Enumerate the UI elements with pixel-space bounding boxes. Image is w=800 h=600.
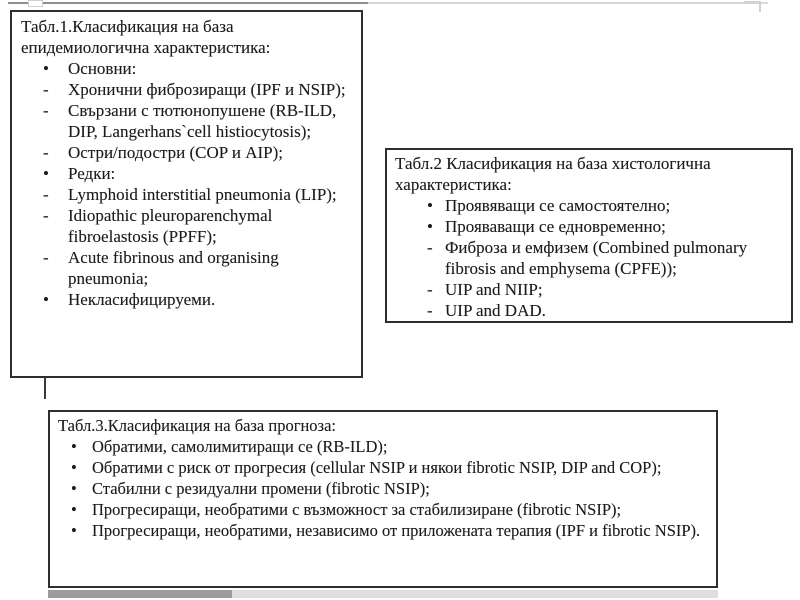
bullet-marker: - <box>427 301 433 320</box>
list-item: - UIP and DAD. <box>395 300 785 321</box>
list-item-text: Прогресиращи, необратими с възможност за… <box>92 500 622 519</box>
list-item: • Обратими с риск от прогресия (cellular… <box>58 457 708 478</box>
bullet-marker: - <box>427 238 433 257</box>
list-item: - Lymphoid interstitial pneumonia (LIP); <box>21 184 355 205</box>
list-item: • Прогресиращи, необратими, независимо о… <box>58 520 708 541</box>
table2-box: Табл.2 Класификация на база хистологична… <box>385 148 793 323</box>
bullet-marker: - <box>43 248 49 267</box>
list-item-text: Фиброза и емфизем (Combined pulmonary fi… <box>445 238 748 278</box>
list-item: • Редки: <box>21 163 355 184</box>
bullet-marker: • <box>71 500 77 519</box>
bullet-marker: • <box>43 59 49 78</box>
list-item-text: Обратими, самолимитиращи се (RB-ILD); <box>92 437 388 456</box>
bullet-marker: - <box>43 185 49 204</box>
list-item: • Проявяващи се самостоятелно; <box>395 195 785 216</box>
list-item-text: Хронични фиброзиращи (IPF и NSIP); <box>68 80 346 99</box>
list-item: • Стабилни с резидуални промени (fibroti… <box>58 478 708 499</box>
scan-artifact-top-line-light <box>368 2 768 4</box>
bullet-marker: • <box>427 196 433 215</box>
list-item: • Основни: <box>21 58 355 79</box>
list-item-text: Стабилни с резидуални промени (fibrotic … <box>92 479 430 498</box>
list-item: - UIP and NIIP; <box>395 279 785 300</box>
list-item-text: UIP and NIIP; <box>445 280 543 299</box>
list-item: • Некласифицируеми. <box>21 289 355 310</box>
table1-title: Табл.1.Класификация на база епидемиологи… <box>21 17 271 57</box>
scan-artifact-top-line-dark <box>8 2 368 4</box>
bullet-marker: • <box>71 437 77 456</box>
table3-list: • Обратими, самолимитиращи се (RB-ILD); … <box>58 436 708 541</box>
list-item: • Обратими, самолимитиращи се (RB-ILD); <box>58 436 708 457</box>
table3-box: Табл.3.Класификация на база прогноза: • … <box>48 410 718 588</box>
list-item: - Acute fibrinous and organising pneumon… <box>21 247 355 289</box>
table2-title: Табл.2 Класификация на база хистологична… <box>395 154 711 194</box>
list-item-text: Проявяващи се самостоятелно; <box>445 196 671 215</box>
list-item: - Свързани с тютюнопушене (RB-ILD, DIP, … <box>21 100 355 142</box>
list-item: - Хронични фиброзиращи (IPF и NSIP); <box>21 79 355 100</box>
list-item: - Idiopathic pleuroparenchymal fibroelas… <box>21 205 355 247</box>
bullet-marker: • <box>71 521 77 540</box>
list-item-text: Редки: <box>68 164 116 183</box>
list-item-text: Свързани с тютюнопушене (RB-ILD, DIP, La… <box>68 101 337 141</box>
scan-artifact-small-rect <box>28 0 43 7</box>
list-item: • Прояваващи се едновременно; <box>395 216 785 237</box>
list-item-text: Lymphoid interstitial pneumonia (LIP); <box>68 185 337 204</box>
bullet-marker: • <box>71 479 77 498</box>
bullet-marker: - <box>427 280 433 299</box>
scan-artifact-bottom-strip-dark <box>48 590 232 598</box>
table1-box: Табл.1.Класификация на база епидемиологи… <box>10 10 363 378</box>
bullet-marker: • <box>43 290 49 309</box>
bullet-marker: - <box>43 143 49 162</box>
bullet-marker: - <box>43 206 49 225</box>
bullet-marker: - <box>43 80 49 99</box>
list-item-text: Прояваващи се едновременно; <box>445 217 666 236</box>
list-item-text: Idiopathic pleuroparenchymal fibroelasto… <box>68 206 273 246</box>
bullet-marker: • <box>71 458 77 477</box>
list-item-text: UIP and DAD. <box>445 301 546 320</box>
table2-list: • Проявяващи се самостоятелно; • Проявав… <box>395 195 785 321</box>
scan-artifact-bottom-strip-light <box>48 590 718 598</box>
list-item: - Остри/подостри (COP и AIP); <box>21 142 355 163</box>
list-item-text: Некласифицируеми. <box>68 290 216 309</box>
list-item: • Прогресиращи, необратими с възможност … <box>58 499 708 520</box>
list-item-text: Основни: <box>68 59 137 78</box>
bullet-marker: • <box>43 164 49 183</box>
table3-title: Табл.3.Класификация на база прогноза: <box>58 416 336 435</box>
list-item: - Фиброза и емфизем (Combined pulmonary … <box>395 237 785 279</box>
table1-list: • Основни: - Хронични фиброзиращи (IPF и… <box>21 58 355 310</box>
bullet-marker: • <box>427 217 433 236</box>
bullet-marker: - <box>43 101 49 120</box>
list-item-text: Обратими с риск от прогресия (cellular N… <box>92 458 662 477</box>
scan-artifact-corner-mark <box>744 1 761 12</box>
list-item-text: Остри/подостри (COP и AIP); <box>68 143 283 162</box>
list-item-text: Прогресиращи, необратими, независимо от … <box>92 521 701 540</box>
scan-artifact-connector-line <box>44 378 46 399</box>
list-item-text: Acute fibrinous and organising pneumonia… <box>68 248 279 288</box>
